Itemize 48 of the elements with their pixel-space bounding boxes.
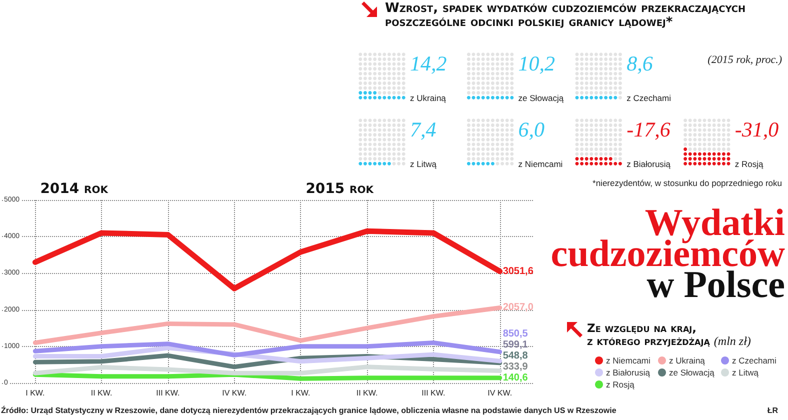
- category-label: z Niemcami: [518, 159, 563, 169]
- text: 2014 rok: [40, 181, 108, 197]
- data-label: 548,8: [502, 350, 528, 362]
- line-series: [32, 340, 502, 358]
- data-label: 850,5: [502, 328, 528, 340]
- data-label: 3051,6: [502, 266, 534, 277]
- legend-label: z Niemcami: [606, 356, 651, 366]
- x-tick-label: I KW.: [26, 388, 45, 398]
- data-label: 6,0: [518, 118, 546, 142]
- legend-title: Ze względu na kraj, z którego przyjeżdżają (mln zł): [587, 321, 751, 348]
- data-label: -17,6: [626, 118, 671, 142]
- category-label: z Czechami: [626, 93, 672, 103]
- x-tick-label: IV KW.: [488, 388, 512, 398]
- text: 2015 rok: [306, 181, 374, 197]
- legend-label: z Czechami: [732, 356, 777, 366]
- text: Wzrost, spadek wydatków cudzoziemców przekraczających poszczególne odcinki polskiej granicy lądowej*: [385, 1, 747, 30]
- text: ŁR: [767, 406, 778, 416]
- x-tick-label: II KW.: [356, 388, 378, 398]
- category-label: z Rosją: [734, 159, 764, 169]
- x-tick-label: IV KW.: [222, 388, 247, 398]
- text: (2015 rok, proc.): [708, 54, 782, 66]
- data-label: 7,4: [410, 118, 437, 142]
- x-tick-label: II KW.: [90, 388, 112, 398]
- data-label: -31,0: [734, 118, 780, 142]
- x-tick-label: III KW.: [422, 388, 446, 398]
- data-label: 10,2: [518, 52, 556, 76]
- text: Źródło: Urząd Statystyczny w Rzeszowie, dane dotyczą nierezydentów przekraczających granice lądowe, obliczenia własne na podstawie danych US w Rzeszowie: [1, 406, 616, 416]
- data-label: 14,2: [410, 52, 448, 76]
- legend-label: z Litwą: [732, 368, 759, 378]
- data-label: 8,6: [626, 52, 654, 76]
- x-tick-label: III KW.: [156, 388, 180, 398]
- category-label: ze Słowacją: [518, 93, 564, 103]
- data-label: 2057,0: [502, 302, 534, 314]
- legend-label: z Białorusią: [606, 368, 650, 378]
- line-series: [32, 305, 502, 345]
- data-label: 333,9: [502, 361, 528, 372]
- data-label: 140,6: [502, 372, 528, 384]
- data-label: 599,1: [502, 339, 528, 350]
- category-label: z Ukrainą: [410, 93, 446, 103]
- line-series: [32, 364, 502, 376]
- legend-label: ze Słowacją: [669, 368, 715, 378]
- category-label: z Litwą: [410, 159, 437, 169]
- text: Wydatki cudzoziemców w Polsce: [550, 202, 785, 306]
- legend-label: z Ukrainą: [669, 356, 706, 366]
- text: *nierezydentów, w stosunku do poprzedniego roku: [592, 178, 782, 188]
- category-label: z Białorusią: [626, 159, 671, 169]
- x-tick-label: I KW.: [291, 388, 310, 398]
- legend-label: z Rosją: [606, 380, 635, 390]
